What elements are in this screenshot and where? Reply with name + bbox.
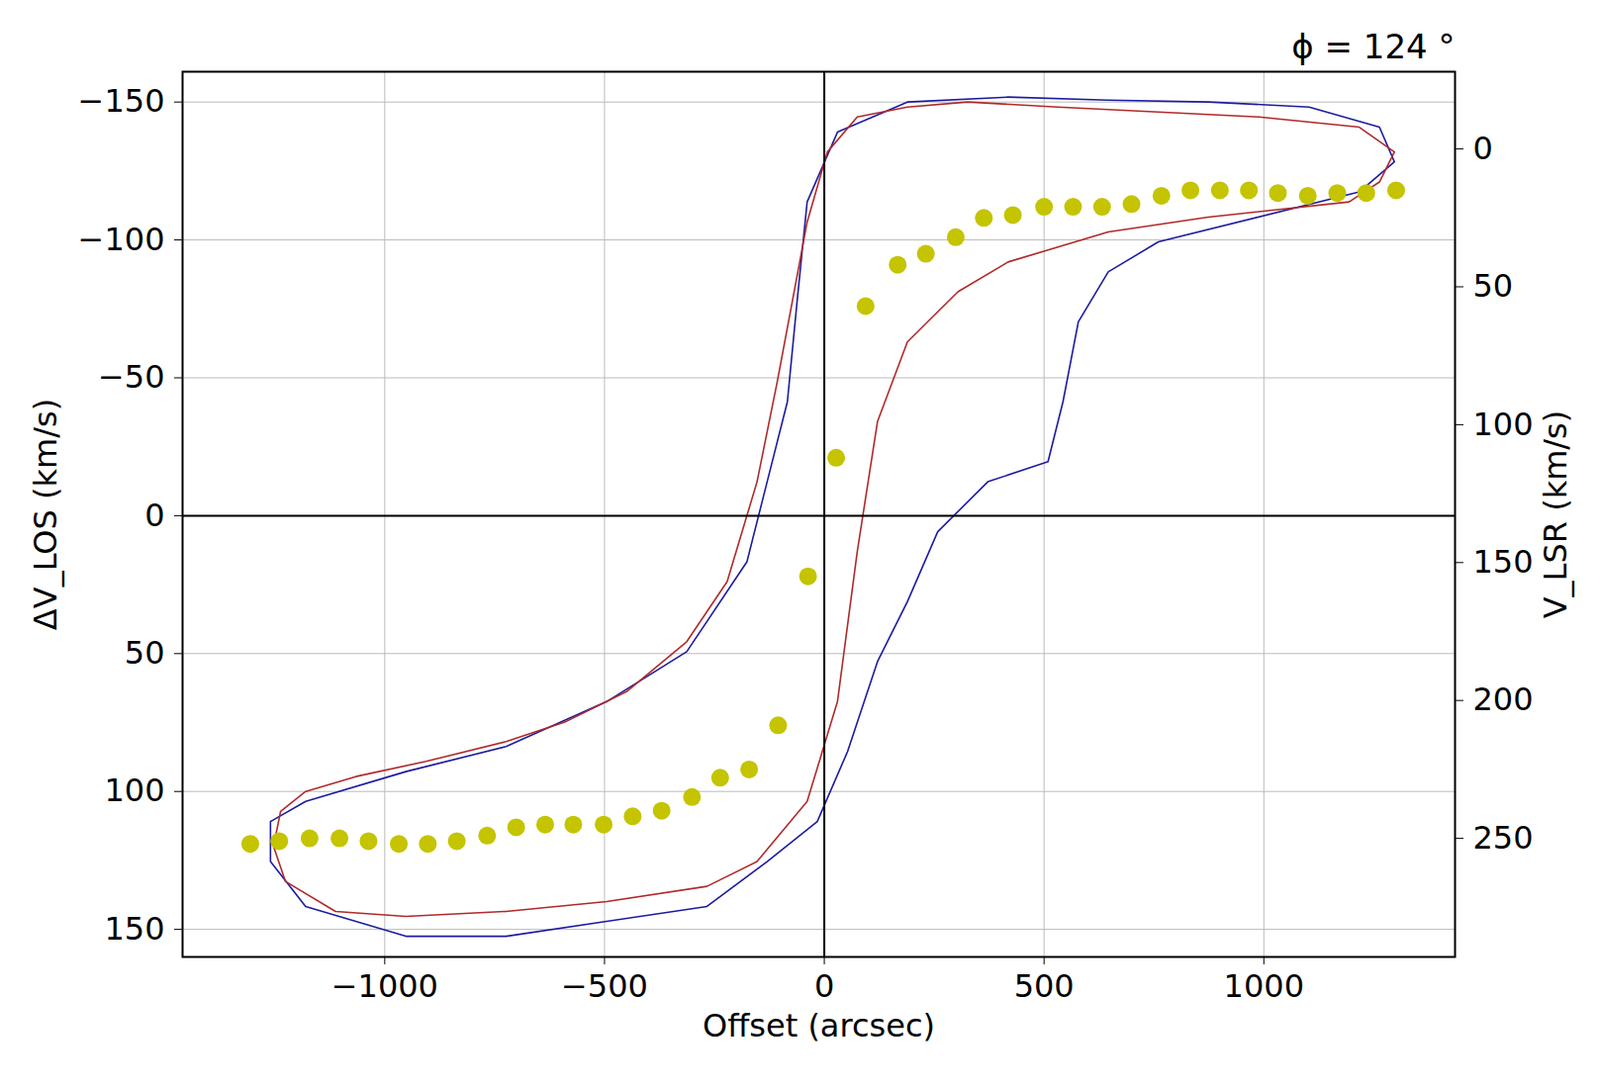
svg-text:−500: −500	[561, 967, 649, 1006]
svg-text:Offset (arcsec): Offset (arcsec)	[702, 1007, 936, 1045]
svg-text:V_LSR (km/s): V_LSR (km/s)	[1536, 410, 1575, 620]
svg-text:−150: −150	[78, 82, 166, 120]
svg-text:250: 250	[1473, 819, 1534, 857]
svg-text:50: 50	[1473, 267, 1514, 305]
svg-text:100: 100	[1473, 405, 1534, 444]
svg-text:0: 0	[814, 967, 835, 1006]
svg-text:−100: −100	[78, 220, 166, 259]
svg-text:ΔV_LOS (km/s): ΔV_LOS (km/s)	[26, 398, 65, 631]
svg-text:0: 0	[1473, 129, 1494, 168]
svg-text:1000: 1000	[1223, 967, 1305, 1006]
svg-text:−1000: −1000	[331, 967, 439, 1006]
svg-text:200: 200	[1473, 680, 1534, 719]
svg-text:−50: −50	[97, 358, 166, 396]
svg-text:150: 150	[103, 910, 165, 948]
svg-text:50: 50	[124, 634, 166, 672]
svg-text:0: 0	[144, 496, 165, 535]
svg-text:100: 100	[103, 771, 165, 810]
svg-text:150: 150	[1473, 543, 1534, 581]
svg-text:ϕ = 124 °: ϕ = 124 °	[1291, 26, 1455, 67]
svg-text:500: 500	[1014, 967, 1075, 1006]
